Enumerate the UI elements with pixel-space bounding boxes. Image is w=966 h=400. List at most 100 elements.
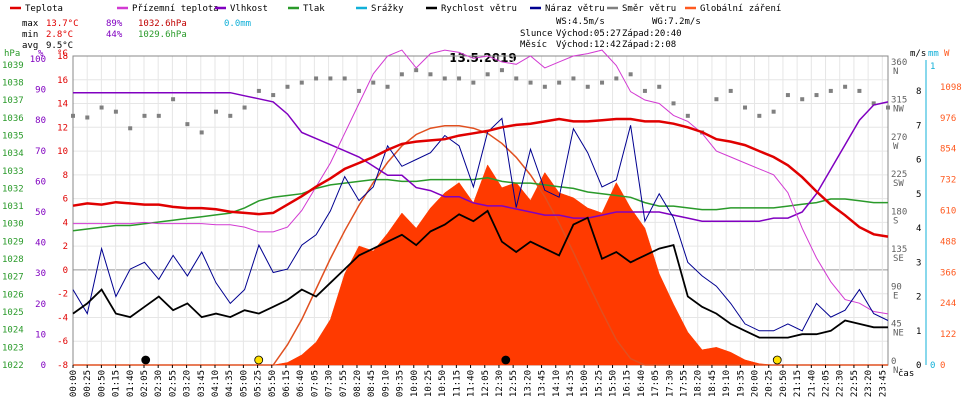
- dir-tick-1: 45: [891, 320, 902, 330]
- w-tick-1: 122: [940, 330, 956, 340]
- humidity-line: [73, 91, 889, 222]
- stat-wg: WG:7.2m/s: [652, 17, 701, 27]
- wind-dir-point-15: [285, 84, 290, 89]
- x-tick-53: 22:05: [822, 370, 832, 397]
- hpa-tick-12: 1034: [2, 149, 24, 159]
- w-axis-label: W: [944, 49, 950, 59]
- wind-dir-point-35: [571, 76, 576, 81]
- mm-tick-0: 0: [930, 361, 935, 371]
- x-tick-20: 08:20: [353, 370, 363, 397]
- x-tick-22: 09:10: [381, 370, 391, 397]
- wind-dir-point-6: [156, 113, 161, 118]
- hpa-tick-11: 1033: [2, 167, 24, 177]
- wind-dir-point-3: [113, 109, 118, 114]
- x-tick-57: 23:45: [878, 370, 888, 397]
- stat-min-hum: 44%: [106, 30, 123, 40]
- dir-tick-dir-2: E: [893, 291, 898, 301]
- dir-tick-5: 225: [891, 170, 907, 180]
- degc-tick-12: 16: [57, 76, 68, 86]
- temperature-line: [72, 117, 889, 238]
- pct-tick-6: 60: [35, 177, 46, 187]
- y-axes: -8-6-4-2024681012141618hPa10221023102410…: [2, 49, 962, 376]
- pct-tick-7: 70: [35, 147, 46, 157]
- x-tick-31: 12:55: [509, 370, 519, 397]
- x-tick-4: 01:40: [126, 370, 136, 397]
- pct-tick-9: 90: [35, 86, 46, 96]
- dir-tick-dir-3: SE: [893, 254, 904, 264]
- wind-dir-point-0: [71, 113, 75, 118]
- wind-dir-point-47: [743, 105, 748, 110]
- dir-tick-2: 90: [891, 282, 902, 292]
- dir-tick-dir-0: N: [893, 366, 898, 376]
- wind-dir-point-19: [342, 76, 347, 81]
- ground-temp-line: [73, 49, 889, 315]
- x-tick-6: 02:30: [154, 370, 164, 397]
- w-tick-4: 488: [940, 237, 956, 247]
- wind-dir-point-52: [814, 93, 819, 98]
- wind-dir-point-13: [256, 88, 261, 93]
- astro-marker-0: [141, 355, 151, 365]
- wind-dir-point-55: [857, 88, 862, 93]
- ms-tick-3: 3: [916, 258, 921, 268]
- x-tick-37: 15:25: [594, 370, 604, 397]
- degc-tick-6: 4: [63, 218, 68, 228]
- x-tick-7: 02:55: [168, 370, 178, 397]
- x-tick-13: 05:25: [254, 370, 264, 397]
- hpa-tick-6: 1028: [2, 255, 24, 265]
- degc-tick-9: 10: [57, 147, 68, 157]
- stat-avg-label: avg: [22, 41, 38, 51]
- ms-tick-1: 1: [916, 327, 921, 337]
- stat-min-temp: 2.8°C: [46, 30, 73, 40]
- radiation-theory-line: [73, 124, 888, 366]
- w-tick-6: 732: [940, 176, 956, 186]
- hpa-tick-7: 1029: [2, 237, 24, 247]
- x-tick-47: 19:35: [736, 370, 746, 397]
- degc-tick-0: -8: [57, 361, 68, 371]
- ms-tick-0: 0: [916, 361, 921, 371]
- x-tick-0: 00:00: [69, 370, 79, 397]
- dir-tick-0: 0: [891, 357, 896, 367]
- dir-tick-3: 135: [891, 245, 907, 255]
- degc-tick-8: 8: [63, 171, 68, 181]
- stat-sun-label: Slunce: [520, 29, 553, 39]
- x-tick-24: 10:00: [410, 370, 420, 397]
- stat-avg-temp: 9.5°C: [46, 41, 73, 51]
- hpa-tick-9: 1031: [2, 202, 24, 212]
- x-tick-28: 11:40: [467, 370, 477, 397]
- dir-tick-dir-1: NE: [893, 329, 904, 339]
- legend-label-0: Teplota: [25, 4, 63, 14]
- wind-dir-point-34: [557, 80, 562, 85]
- hpa-tick-1: 1023: [2, 343, 24, 353]
- x-tick-52: 21:40: [807, 370, 817, 397]
- pct-tick-10: 100: [30, 55, 46, 65]
- stat-max-hum: 89%: [106, 19, 123, 29]
- degc-tick-1: -6: [57, 337, 68, 347]
- legend-label-5: Rychlost větru: [441, 4, 517, 14]
- legend-label-2: Vlhkost: [230, 4, 268, 14]
- wind-dir-point-57: [886, 105, 890, 110]
- wind-dir-point-27: [457, 76, 462, 81]
- hpa-tick-0: 1022: [2, 361, 24, 371]
- stat-moon-set: Západ:2:08: [622, 40, 676, 50]
- wind-dir-point-53: [828, 88, 833, 93]
- x-tick-40: 16:40: [637, 370, 647, 397]
- degc-tick-13: 18: [57, 52, 68, 62]
- ms-tick-2: 2: [916, 293, 921, 303]
- dir-tick-dir-7: NW: [893, 104, 904, 114]
- x-tick-19: 07:55: [339, 370, 349, 397]
- ms-axis-label: m/s: [910, 49, 926, 59]
- stat-moon-label: Měsíc: [520, 40, 547, 50]
- wind-dir-point-8: [185, 122, 190, 127]
- stat-max-press: 1032.6hPa: [138, 19, 187, 29]
- legend-label-4: Srážky: [371, 4, 404, 14]
- pct-axis-label: %: [38, 49, 44, 59]
- pct-tick-0: 0: [41, 361, 46, 371]
- x-tick-29: 12:05: [481, 370, 491, 397]
- x-tick-54: 22:30: [836, 370, 846, 397]
- wind-dir-point-45: [714, 97, 719, 102]
- x-tick-48: 20:00: [751, 370, 761, 397]
- x-tick-23: 09:35: [396, 370, 406, 397]
- dir-tick-dir-4: S: [893, 217, 898, 227]
- ms-tick-7: 7: [916, 121, 921, 131]
- x-tick-35: 14:35: [566, 370, 576, 397]
